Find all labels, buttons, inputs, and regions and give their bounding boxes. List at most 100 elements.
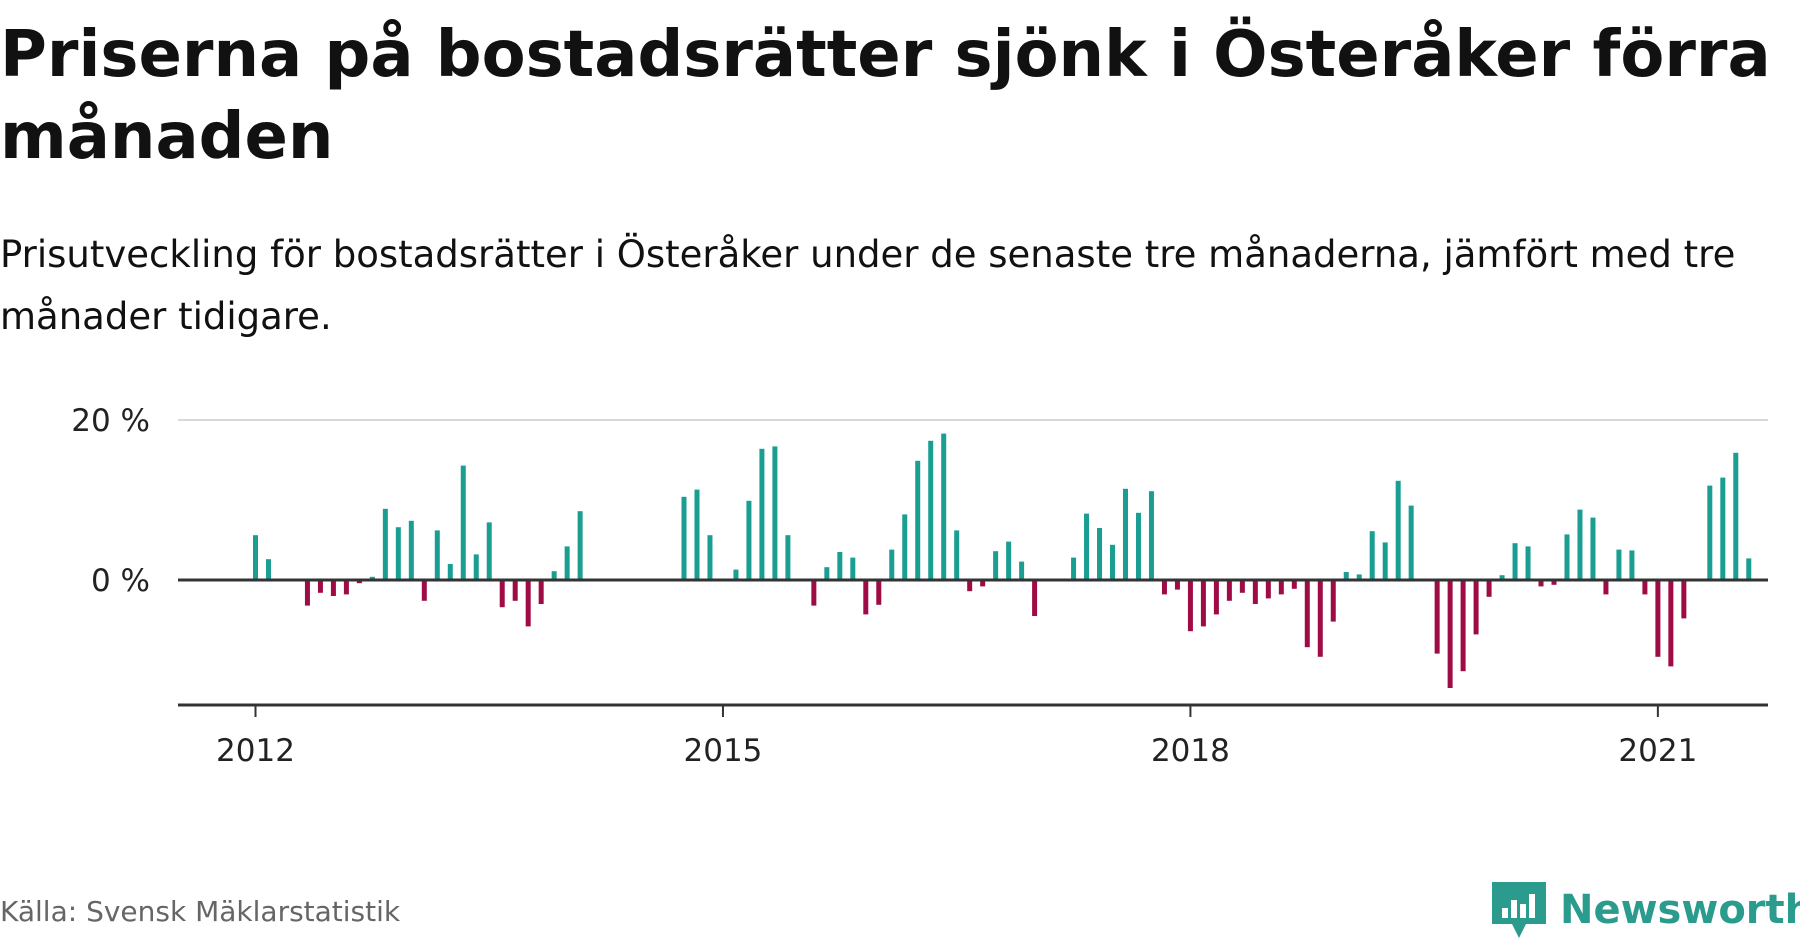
bar	[1642, 580, 1648, 595]
bar	[1174, 580, 1180, 590]
bar	[343, 580, 349, 595]
bar	[811, 580, 817, 606]
bar	[1148, 491, 1154, 580]
bar	[1135, 512, 1141, 580]
bar	[1084, 513, 1090, 580]
bar	[850, 557, 856, 580]
bar	[1486, 580, 1492, 597]
bar	[1460, 580, 1466, 672]
bar	[369, 576, 375, 580]
bar	[1720, 477, 1726, 580]
axes-layer	[178, 578, 1768, 717]
brand-logo: Newsworthy	[1490, 880, 1800, 940]
bar	[395, 527, 401, 580]
bar	[954, 530, 960, 580]
bar	[1032, 580, 1038, 616]
bar	[863, 580, 869, 615]
bar	[772, 446, 778, 580]
bar	[1122, 488, 1128, 580]
bar	[1265, 580, 1271, 599]
y-tick-label: 0 %	[91, 563, 150, 599]
x-tick-label: 2018	[1151, 733, 1230, 769]
bar	[1330, 580, 1336, 622]
bar	[1577, 509, 1583, 580]
bar	[1317, 580, 1323, 657]
bar	[1369, 531, 1375, 580]
labels-layer: 20 %0 %20122015201820212023−1 %	[71, 403, 1697, 769]
bar	[356, 580, 362, 584]
bar	[1473, 580, 1479, 635]
bar	[1097, 528, 1103, 580]
bar	[1110, 544, 1116, 580]
bar	[837, 552, 843, 580]
bar	[304, 580, 310, 606]
bar-chart: 20 %0 %20122015201820212023−1 %	[71, 403, 1768, 769]
bar	[525, 580, 531, 627]
bar	[681, 496, 687, 580]
bar	[1006, 541, 1012, 580]
bar	[1616, 549, 1622, 580]
y-tick-label: 20 %	[71, 403, 150, 439]
bar	[1200, 580, 1206, 627]
bar	[1161, 580, 1167, 595]
bar	[1187, 580, 1193, 632]
bar	[1512, 543, 1518, 580]
chart-subtitle: Prisutveckling för bostadsrätter i Öster…	[0, 233, 1736, 338]
bar	[1019, 561, 1025, 580]
bar	[980, 580, 986, 587]
bar	[694, 489, 700, 580]
bar	[1395, 480, 1401, 580]
bar	[1447, 580, 1453, 688]
bar	[577, 511, 583, 580]
bar	[824, 567, 830, 580]
bar	[1252, 580, 1258, 604]
source-note: Källa: Svensk Mäklarstatistik	[0, 895, 401, 928]
bar	[512, 580, 518, 601]
bar	[889, 549, 895, 580]
bar	[1655, 580, 1661, 657]
bar	[1564, 534, 1570, 580]
bar	[1668, 580, 1674, 667]
bar	[473, 554, 479, 580]
bar	[265, 559, 271, 580]
bar	[1499, 575, 1505, 580]
bar	[1590, 517, 1596, 580]
bar	[993, 551, 999, 580]
bar	[460, 465, 466, 580]
bar	[746, 500, 752, 580]
bar	[1213, 580, 1219, 615]
bar	[1707, 485, 1713, 580]
bar	[253, 535, 258, 580]
bar	[1629, 550, 1635, 580]
bar	[434, 530, 440, 580]
bar	[928, 440, 934, 580]
bar	[1603, 580, 1609, 595]
x-tick-label: 2021	[1618, 733, 1697, 769]
bar	[421, 580, 427, 601]
bar	[759, 448, 765, 580]
bar	[1291, 580, 1297, 589]
bar	[1733, 452, 1739, 580]
bar	[876, 580, 882, 605]
bar	[967, 580, 973, 592]
bar	[1278, 580, 1284, 595]
bar	[564, 546, 570, 580]
bar	[317, 580, 323, 593]
bar	[941, 433, 947, 580]
bar	[538, 580, 544, 604]
bar	[1525, 546, 1531, 580]
bar	[1071, 557, 1077, 580]
bar	[1538, 580, 1544, 587]
bar	[1746, 558, 1752, 580]
bar	[1239, 580, 1245, 593]
bar	[1681, 580, 1687, 619]
bar	[408, 520, 414, 580]
bar	[1382, 542, 1388, 580]
bar	[1304, 580, 1310, 648]
x-tick-label: 2012	[216, 733, 295, 769]
bar	[1408, 505, 1414, 580]
bar	[1226, 580, 1232, 601]
newsworthy-logo-icon	[1492, 882, 1546, 938]
bar	[330, 580, 336, 596]
chart-title: Priserna på bostadsrätter sjönk i Österå…	[0, 18, 1771, 174]
